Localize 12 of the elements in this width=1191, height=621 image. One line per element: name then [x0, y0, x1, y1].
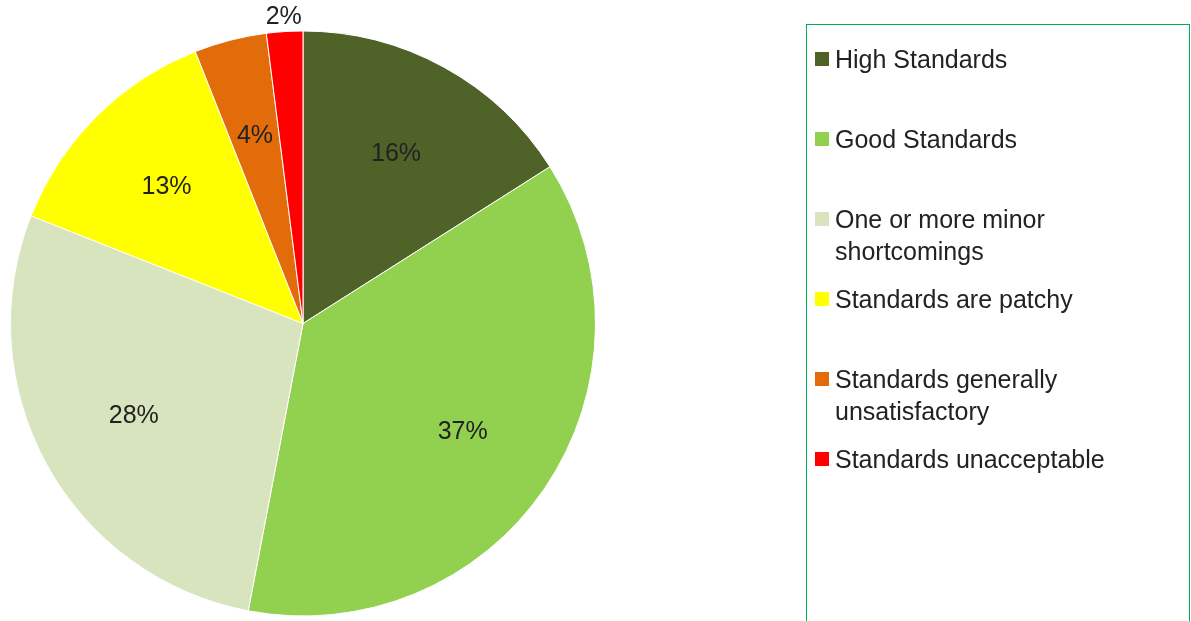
data-label: 13% [141, 170, 192, 199]
legend-label: Standards unacceptable [835, 444, 1105, 475]
data-label: 37% [437, 415, 488, 444]
legend-label: Good Standards [835, 124, 1018, 155]
legend-label: High Standards [835, 44, 1008, 75]
legend-label: Standards generally unsatisfactory [835, 364, 1059, 427]
data-label: 2% [265, 1, 302, 30]
legend-label: One or more minor shortcomings [835, 204, 1046, 267]
data-label: 28% [108, 400, 159, 429]
data-label: 16% [370, 138, 422, 167]
legend-label: Standards are patchy [835, 284, 1073, 315]
data-label: 4% [236, 120, 274, 149]
